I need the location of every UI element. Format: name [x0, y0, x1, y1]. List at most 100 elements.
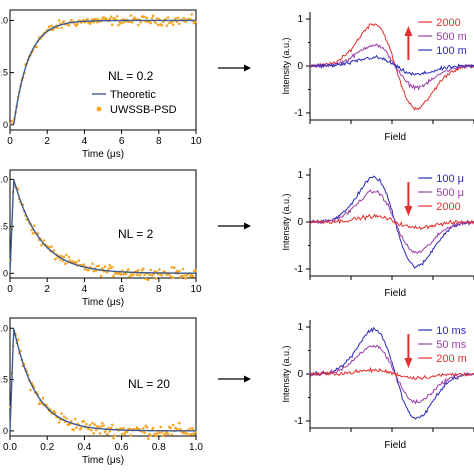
data-point [10, 119, 14, 123]
data-point [170, 266, 174, 269]
data-point [60, 254, 63, 258]
data-point [87, 268, 90, 272]
data-point [63, 262, 67, 266]
legend-entry: 10 ms [436, 325, 466, 337]
data-point [103, 265, 107, 268]
x-tick-label: 8 [156, 136, 162, 147]
data-point [160, 24, 164, 27]
legend-entry: 2000 [436, 17, 460, 29]
x-tick-label: 0.8 [152, 442, 166, 453]
data-point [92, 269, 95, 273]
panel-arrow-head [244, 222, 251, 230]
field-trace [309, 213, 474, 231]
data-point [184, 20, 187, 24]
data-point [119, 22, 123, 25]
y-axis-label: Intensity (a.u.) [281, 193, 291, 250]
data-point [104, 17, 108, 20]
field-panel-3: -1 0 1 Field Intensity (a.u.) 10 ms 50 ms 200 m [281, 320, 474, 451]
data-point [122, 21, 125, 24]
data-point [143, 273, 146, 277]
y-tick-label: -1 [294, 264, 303, 275]
data-point [112, 275, 115, 278]
field-trace [309, 175, 474, 269]
panel-arrow-head [244, 64, 251, 72]
data-point [171, 423, 175, 427]
data-point [67, 255, 71, 259]
data-point [94, 17, 98, 21]
legend-entry: Theoretic [110, 89, 156, 101]
data-point [108, 17, 112, 21]
data-point [91, 421, 94, 425]
data-point [169, 426, 172, 430]
data-point [171, 276, 175, 279]
data-point [192, 432, 196, 436]
data-point [106, 432, 109, 436]
plot-frame [9, 317, 197, 437]
data-point [109, 426, 113, 430]
data-point [80, 426, 83, 430]
data-point [139, 21, 143, 24]
x-tick-label: 1.0 [189, 442, 203, 453]
y-tick-label: 0 [297, 61, 303, 72]
field-trace [309, 344, 474, 405]
y-tick-label: 0 [297, 217, 303, 228]
data-point [109, 15, 113, 18]
data-point [160, 430, 164, 434]
x-tick-label: 6 [119, 284, 125, 295]
trend-arrow-head [404, 26, 413, 36]
legend-point-swatch [96, 106, 102, 112]
data-point [101, 267, 104, 270]
x-tick-label: 0.6 [115, 442, 129, 453]
legend-entry: 50 ms [436, 339, 466, 351]
data-point [37, 402, 41, 406]
data-point [153, 270, 156, 273]
data-point [16, 338, 20, 341]
data-point [129, 14, 133, 17]
data-point [144, 277, 148, 281]
data-point [173, 266, 176, 270]
data-point [120, 432, 124, 436]
data-point [87, 427, 90, 431]
time-panel-1: 0 0.5 1.0 0 2 4 6 8 10 Time (μs) NL = 0.2 Theoretic… [0, 9, 251, 160]
data-point [82, 420, 86, 423]
data-point [47, 25, 51, 29]
data-point [93, 423, 97, 426]
data-point [158, 431, 161, 435]
data-point [176, 16, 180, 20]
data-point [159, 425, 162, 429]
data-point [111, 423, 114, 427]
data-point [50, 24, 53, 28]
y-tick-label: 1.0 [0, 323, 8, 333]
data-point [135, 273, 139, 276]
data-point [151, 14, 155, 18]
data-point [96, 20, 99, 24]
data-point [112, 436, 115, 440]
data-point [119, 427, 123, 430]
data-point [182, 274, 186, 277]
trend-arrow-head [404, 206, 413, 216]
data-point [107, 426, 110, 430]
data-point [35, 45, 38, 49]
data-point [182, 17, 186, 20]
data-point [170, 20, 174, 24]
y-tick-label: 1 [297, 14, 303, 25]
data-point [108, 430, 112, 433]
field-trace [309, 23, 474, 111]
data-point [67, 24, 71, 27]
y-tick-label: 1 [297, 170, 303, 181]
data-point [190, 432, 193, 436]
data-point [145, 16, 149, 20]
data-point [143, 15, 146, 19]
data-point [62, 20, 66, 23]
data-point [178, 421, 181, 425]
data-point [98, 432, 102, 435]
data-point [29, 388, 32, 392]
x-tick-label: 0 [7, 136, 13, 147]
data-point [123, 432, 126, 436]
data-point [113, 434, 117, 437]
data-point [88, 423, 92, 427]
data-point [116, 15, 119, 18]
data-point [54, 411, 57, 415]
x-tick-label: 0.2 [40, 442, 54, 453]
data-point [125, 430, 129, 434]
